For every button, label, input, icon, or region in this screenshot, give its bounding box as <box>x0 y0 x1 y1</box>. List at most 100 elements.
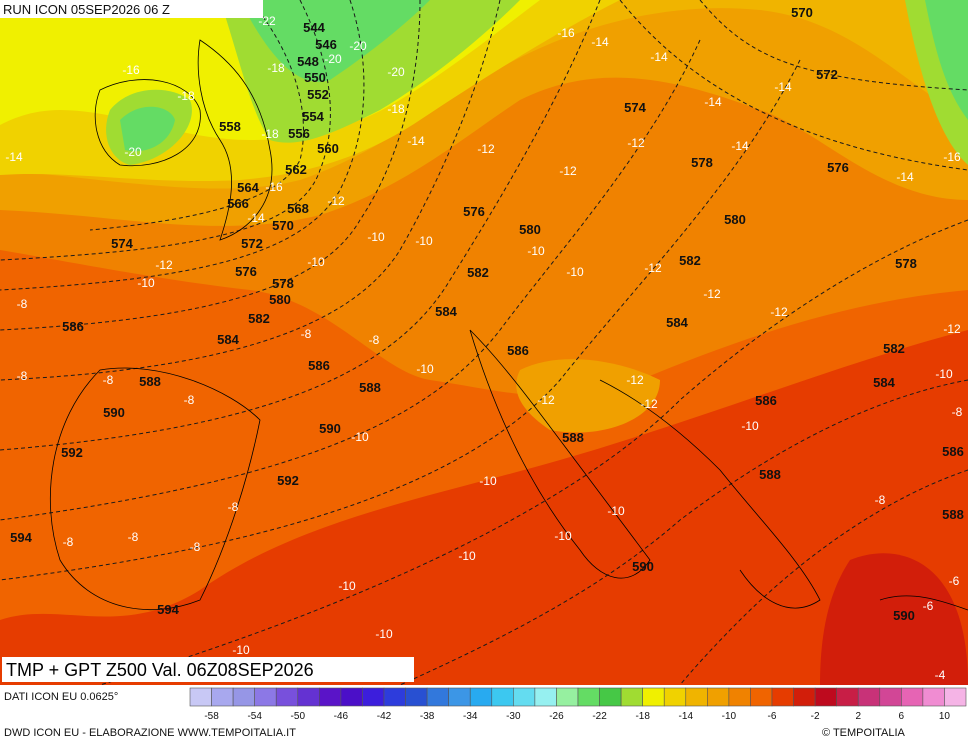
temperature-label: -16 <box>122 63 140 77</box>
geopotential-label: 550 <box>304 70 326 85</box>
geopotential-label: 552 <box>307 87 329 102</box>
temperature-label: -14 <box>650 50 668 64</box>
legend-swatch <box>620 687 643 707</box>
temperature-label: -18 <box>267 61 285 75</box>
temperature-label: -12 <box>640 397 658 411</box>
geopotential-label: 588 <box>139 374 161 389</box>
temperature-label: -18 <box>177 89 195 103</box>
temperature-label: -14 <box>731 139 749 153</box>
legend-tick-label: -30 <box>506 711 521 722</box>
legend-swatch <box>405 687 428 707</box>
legend-swatch <box>319 687 342 707</box>
temperature-label: -10 <box>415 234 433 248</box>
temperature-label: -14 <box>774 80 792 94</box>
legend-tick-label: -18 <box>635 711 650 722</box>
legend-tick-label: 10 <box>939 711 951 722</box>
geopotential-label: 562 <box>285 162 307 177</box>
field-green-east <box>925 0 968 120</box>
legend-tick-label: -14 <box>679 711 694 722</box>
geopotential-label: 578 <box>691 155 713 170</box>
temperature-label: -8 <box>952 405 963 419</box>
temperature-label: -8 <box>63 535 74 549</box>
geopotential-label: 584 <box>435 304 457 319</box>
geopotential-label: 582 <box>883 341 905 356</box>
temperature-label: -10 <box>935 367 953 381</box>
geopotential-label: 560 <box>317 141 339 156</box>
geopotential-label: 592 <box>61 445 83 460</box>
geopotential-label: 584 <box>217 332 239 347</box>
legend-swatch <box>383 687 406 707</box>
geopotential-label: 548 <box>297 54 319 69</box>
temperature-label: -12 <box>626 373 644 387</box>
temperature-label: -16 <box>557 26 575 40</box>
legend-swatch <box>340 687 363 707</box>
map-field <box>0 0 968 685</box>
legend-swatch <box>556 687 579 707</box>
temperature-label: -10 <box>307 255 325 269</box>
temperature-label: -10 <box>232 643 250 657</box>
geopotential-label: 586 <box>308 358 330 373</box>
geopotential-label: 570 <box>791 5 813 20</box>
geopotential-label: 572 <box>241 236 263 251</box>
temperature-label: -10 <box>527 244 545 258</box>
legend-swatch <box>426 687 449 707</box>
footer-brand: © TEMPOITALIA <box>822 727 906 739</box>
legend-tick-label: -34 <box>463 711 478 722</box>
temperature-label: -14 <box>407 134 425 148</box>
legend-tick-label: -10 <box>722 711 737 722</box>
geopotential-label: 582 <box>679 253 701 268</box>
temperature-label: -8 <box>228 500 239 514</box>
legend-swatch <box>189 687 212 707</box>
temperature-label: -8 <box>128 530 139 544</box>
geopotential-label: 580 <box>519 222 541 237</box>
legend-source: DATI ICON EU 0.0625° <box>4 691 118 703</box>
temperature-label: -14 <box>5 150 23 164</box>
legend-swatch <box>771 687 794 707</box>
geopotential-label: 586 <box>507 343 529 358</box>
geopotential-label: 588 <box>759 467 781 482</box>
legend-tick-label: -6 <box>768 711 777 722</box>
legend-swatch <box>707 687 730 707</box>
legend-swatch <box>211 687 234 707</box>
field-green <box>240 0 430 82</box>
legend-swatch <box>944 687 967 707</box>
temperature-label: -10 <box>554 529 572 543</box>
temperature-label: -10 <box>566 265 584 279</box>
run-label: RUN ICON 05SEP2026 06 Z <box>3 2 170 17</box>
legend-tick-label: -58 <box>204 711 219 722</box>
geopotential-label: 584 <box>666 315 688 330</box>
temperature-label: -12 <box>537 393 555 407</box>
legend-swatch <box>275 687 299 707</box>
legend-tick-label: -2 <box>811 711 820 722</box>
temperature-label: -12 <box>770 305 788 319</box>
legend-swatch <box>728 687 751 707</box>
temperature-label: -10 <box>416 362 434 376</box>
geopotential-label: 584 <box>873 375 895 390</box>
temperature-label: -20 <box>124 145 142 159</box>
temperature-label: -14 <box>591 35 609 49</box>
geopotential-label: 586 <box>62 319 84 334</box>
geopotential-label: 546 <box>315 37 337 52</box>
temperature-label: -8 <box>875 493 886 507</box>
legend-tick-label: -46 <box>334 711 349 722</box>
temperature-label: -10 <box>741 419 759 433</box>
legend-tick-label: -42 <box>377 711 392 722</box>
legend-swatch <box>513 687 536 707</box>
geopotential-label: 570 <box>272 218 294 233</box>
temperature-label: -10 <box>367 230 385 244</box>
legend-tick-label: -26 <box>549 711 564 722</box>
geopotential-label: 590 <box>319 421 341 436</box>
map-title: TMP + GPT Z500 Val. 06Z08SEP2026 <box>6 660 314 680</box>
temperature-label: -12 <box>943 322 961 336</box>
geopotential-label: 592 <box>277 473 299 488</box>
footer-credit: DWD ICON EU - ELABORAZIONE WWW.TEMPOITAL… <box>4 727 296 739</box>
temperature-label: -10 <box>338 579 356 593</box>
temperature-label: -10 <box>351 430 369 444</box>
geopotential-label: 564 <box>237 180 259 195</box>
field-green-patch <box>120 106 175 152</box>
legend-swatch <box>534 687 557 707</box>
geopotential-label: 544 <box>303 20 325 35</box>
geopotential-label: 590 <box>103 405 125 420</box>
geopotential-label: 580 <box>724 212 746 227</box>
